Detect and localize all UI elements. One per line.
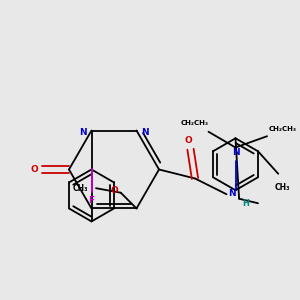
- Text: F: F: [88, 196, 94, 206]
- Text: O: O: [184, 136, 192, 145]
- Text: CH₂CH₃: CH₂CH₃: [181, 120, 209, 126]
- Text: N: N: [232, 148, 239, 158]
- Text: CH₂CH₃: CH₂CH₃: [269, 127, 297, 133]
- Text: O: O: [110, 186, 118, 195]
- Text: N: N: [80, 128, 87, 137]
- Text: CH₃: CH₃: [275, 183, 290, 192]
- Text: CH₃: CH₃: [73, 184, 88, 193]
- Text: N: N: [228, 189, 236, 198]
- Text: H: H: [242, 199, 249, 208]
- Text: N: N: [141, 128, 148, 137]
- Text: O: O: [30, 165, 38, 174]
